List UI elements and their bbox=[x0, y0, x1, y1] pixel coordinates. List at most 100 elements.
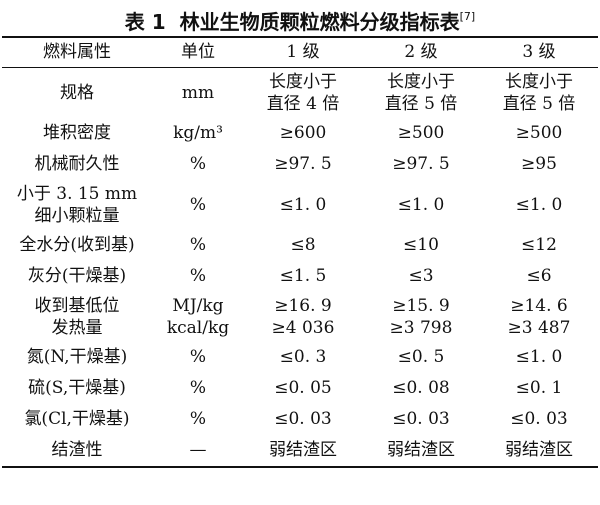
grade-1-cell: ≥600 bbox=[244, 118, 362, 149]
grade-3-cell: ≤0. 03 bbox=[480, 404, 598, 435]
table-row: 灰分(干燥基)% ≤1. 5 ≤3 ≤6 bbox=[2, 261, 598, 292]
unit-cell: % bbox=[152, 342, 244, 373]
table-number: 表 1 bbox=[124, 10, 166, 34]
cell-text: 堆积密度 bbox=[43, 123, 111, 143]
cell-text: ≤0. 5 bbox=[397, 347, 445, 367]
cell-text: 直径 5 倍 bbox=[502, 94, 576, 114]
unit-cell: MJ/kg kcal/kg bbox=[152, 292, 244, 342]
cell-text: ≤0. 3 bbox=[279, 347, 327, 367]
grade-1-cell: ≥16. 9 ≥4 036 bbox=[244, 292, 362, 342]
grade-3-cell: 弱结渣区 bbox=[480, 435, 598, 467]
cell-text: kcal/kg bbox=[166, 318, 230, 338]
cell-text: 小于 3. 15 mm bbox=[16, 184, 138, 204]
cell-text: 规格 bbox=[60, 83, 94, 103]
attribute-cell: 全水分(收到基) bbox=[2, 230, 152, 261]
cell-text: 长度小于 bbox=[387, 72, 455, 92]
attribute-cell: 结渣性 bbox=[2, 435, 152, 467]
cell-text: 灰分(干燥基) bbox=[27, 266, 127, 286]
cell-text: 细小颗粒量 bbox=[34, 206, 120, 226]
header-attribute: 燃料属性 bbox=[43, 42, 111, 62]
citation-ref: [7] bbox=[459, 10, 476, 23]
cell-text: ≤0. 03 bbox=[274, 409, 332, 429]
attribute-cell: 灰分(干燥基) bbox=[2, 261, 152, 292]
cell-text: ≤0. 05 bbox=[274, 378, 332, 398]
cell-text: ≥15. 9 bbox=[392, 296, 450, 316]
grade-3-cell: ≥95 bbox=[480, 149, 598, 180]
grade-1-cell: ≤8 bbox=[244, 230, 362, 261]
grade-2-cell: ≤0. 5 bbox=[362, 342, 480, 373]
header-grade-1: 1 级 bbox=[286, 42, 320, 62]
cell-text: ≥500 bbox=[515, 123, 563, 143]
grade-1-cell: ≤1. 5 bbox=[244, 261, 362, 292]
cell-text: ≥95 bbox=[521, 154, 557, 174]
grade-1-cell: ≥97. 5 bbox=[244, 149, 362, 180]
cell-text: — bbox=[189, 440, 207, 460]
grade-2-cell: ≥500 bbox=[362, 118, 480, 149]
attribute-cell: 硫(S,干燥基) bbox=[2, 373, 152, 404]
cell-text: ≤1. 0 bbox=[279, 195, 327, 215]
grade-1-cell: 弱结渣区 bbox=[244, 435, 362, 467]
cell-text: ≥600 bbox=[279, 123, 327, 143]
cell-text: 机械耐久性 bbox=[34, 154, 120, 174]
unit-cell: % bbox=[152, 373, 244, 404]
table-row: 堆积密度 kg/m³ ≥600 ≥500 ≥500 bbox=[2, 118, 598, 149]
cell-text: ≥4 036 bbox=[271, 318, 335, 338]
cell-text: ≥3 487 bbox=[507, 318, 571, 338]
table-row: 收到基低位 发热量 MJ/kg kcal/kg ≥16. 9 ≥4 036 ≥15. 9 ≥3… bbox=[2, 292, 598, 342]
cell-text: 长度小于 bbox=[505, 72, 573, 92]
cell-text: ≤0. 08 bbox=[392, 378, 450, 398]
cell-text: ≤1. 0 bbox=[515, 195, 563, 215]
cell-text: 收到基低位 bbox=[34, 296, 120, 316]
grade-3-cell: 长度小于 直径 5 倍 bbox=[480, 68, 598, 119]
cell-text: ≤0. 03 bbox=[392, 409, 450, 429]
cell-text: ≤10 bbox=[403, 235, 439, 255]
attribute-cell: 氯(Cl,干燥基) bbox=[2, 404, 152, 435]
attribute-cell: 机械耐久性 bbox=[2, 149, 152, 180]
grade-1-cell: ≤0. 05 bbox=[244, 373, 362, 404]
cell-text: ≤8 bbox=[290, 235, 316, 255]
grading-table: 燃料属性 单位 1 级 2 级 3 级 规格 mm 长度小于 直径 4 倍长度小于 直径… bbox=[2, 36, 598, 468]
cell-text: ≤1. 0 bbox=[515, 347, 563, 367]
attribute-cell: 规格 bbox=[2, 68, 152, 119]
cell-text: % bbox=[189, 347, 207, 367]
unit-cell: % bbox=[152, 230, 244, 261]
unit-cell: % bbox=[152, 404, 244, 435]
grade-1-cell: ≤0. 03 bbox=[244, 404, 362, 435]
cell-text: ≤0. 03 bbox=[510, 409, 568, 429]
grade-3-cell: ≤12 bbox=[480, 230, 598, 261]
table-header: 燃料属性 单位 1 级 2 级 3 级 bbox=[2, 37, 598, 68]
grade-2-cell: ≤1. 0 bbox=[362, 180, 480, 230]
grade-2-cell: ≤0. 03 bbox=[362, 404, 480, 435]
cell-text: % bbox=[189, 266, 207, 286]
cell-text: 弱结渣区 bbox=[387, 440, 455, 460]
table-row: 全水分(收到基)% ≤8 ≤10 ≤12 bbox=[2, 230, 598, 261]
table-row: 规格 mm 长度小于 直径 4 倍长度小于 直径 5 倍长度小于 直径 5 倍 bbox=[2, 68, 598, 119]
cell-text: ≥3 798 bbox=[389, 318, 453, 338]
cell-text: ≤1. 0 bbox=[397, 195, 445, 215]
attribute-cell: 收到基低位 发热量 bbox=[2, 292, 152, 342]
grade-2-cell: ≥15. 9 ≥3 798 bbox=[362, 292, 480, 342]
grade-2-cell: 弱结渣区 bbox=[362, 435, 480, 467]
unit-cell: % bbox=[152, 180, 244, 230]
grade-3-cell: ≤6 bbox=[480, 261, 598, 292]
grade-3-cell: ≤1. 0 bbox=[480, 180, 598, 230]
cell-text: 氮(N,干燥基) bbox=[26, 347, 128, 367]
unit-cell: mm bbox=[152, 68, 244, 119]
grade-2-cell: ≤3 bbox=[362, 261, 480, 292]
table-row: 氯(Cl,干燥基)% ≤0. 03 ≤0. 03 ≤0. 03 bbox=[2, 404, 598, 435]
grade-3-cell: ≤0. 1 bbox=[480, 373, 598, 404]
table-row: 小于 3. 15 mm 细小颗粒量% ≤1. 0 ≤1. 0 ≤1. 0 bbox=[2, 180, 598, 230]
attribute-cell: 堆积密度 bbox=[2, 118, 152, 149]
header-grade-2: 2 级 bbox=[404, 42, 438, 62]
cell-text: mm bbox=[181, 83, 215, 103]
table-body: 规格 mm 长度小于 直径 4 倍长度小于 直径 5 倍长度小于 直径 5 倍堆积密度 kg… bbox=[2, 68, 598, 467]
grade-3-cell: ≥500 bbox=[480, 118, 598, 149]
cell-text: 全水分(收到基) bbox=[19, 235, 135, 255]
unit-cell: % bbox=[152, 261, 244, 292]
cell-text: 硫(S,干燥基) bbox=[28, 378, 126, 398]
grade-1-cell: ≤0. 3 bbox=[244, 342, 362, 373]
cell-text: 直径 5 倍 bbox=[384, 94, 458, 114]
grade-3-cell: ≥14. 6 ≥3 487 bbox=[480, 292, 598, 342]
cell-text: 弱结渣区 bbox=[269, 440, 337, 460]
